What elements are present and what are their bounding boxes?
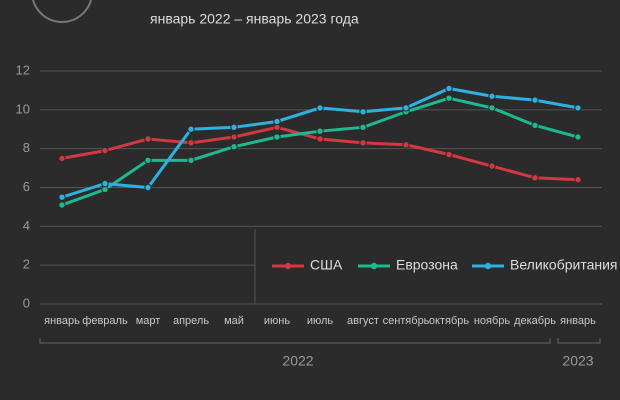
- data-point: [273, 117, 281, 126]
- data-point: [488, 104, 496, 112]
- data-point: [187, 156, 195, 165]
- data-point: [187, 139, 195, 147]
- data-point: [187, 125, 195, 133]
- logo: [32, 0, 92, 23]
- y-tick-label: 2: [23, 257, 30, 272]
- legend-box: [255, 229, 605, 303]
- year-bracket: [39, 338, 551, 344]
- data-point: [273, 133, 281, 141]
- x-tick-label: июль: [307, 315, 334, 327]
- data-point: [230, 123, 238, 132]
- legend-swatch-dot: [370, 262, 378, 270]
- legend-swatch-dot: [284, 262, 292, 270]
- data-point: [101, 179, 109, 188]
- x-tick-label: июнь: [264, 315, 290, 327]
- y-tick-label: 10: [16, 101, 30, 116]
- data-point: [488, 92, 496, 100]
- legend-label: Еврозона: [396, 257, 458, 273]
- legend-label: США: [310, 257, 343, 273]
- data-point: [316, 127, 324, 135]
- y-tick-label: 12: [16, 62, 30, 77]
- data-point: [488, 162, 496, 170]
- data-point: [402, 141, 410, 149]
- data-point: [531, 96, 539, 104]
- data-point: [531, 174, 539, 182]
- data-point: [230, 143, 238, 151]
- x-tick-label: февраль: [82, 315, 128, 327]
- x-tick-label: октябрь: [429, 315, 469, 327]
- data-point: [574, 133, 582, 141]
- x-tick-label: сентябрь: [383, 315, 430, 327]
- data-point: [359, 108, 367, 116]
- data-point: [574, 176, 582, 184]
- data-point: [58, 201, 66, 209]
- data-point: [58, 154, 66, 163]
- x-tick-label: январь: [560, 315, 596, 327]
- x-tick-label: ноябрь: [474, 315, 511, 327]
- data-point: [144, 183, 152, 192]
- data-point: [574, 104, 582, 112]
- data-point: [316, 135, 324, 143]
- y-tick-label: 0: [23, 295, 30, 310]
- x-tick-label: декабрь: [514, 315, 556, 327]
- data-point: [445, 150, 453, 159]
- data-point: [58, 193, 66, 201]
- data-point: [402, 104, 410, 112]
- x-tick-label: март: [136, 315, 161, 327]
- legend-swatch-dot: [484, 262, 492, 270]
- year-label: 2022: [282, 353, 313, 369]
- data-point: [531, 121, 539, 130]
- data-point: [359, 139, 367, 147]
- data-point: [144, 135, 152, 143]
- data-point: [316, 104, 324, 112]
- legend-label: Великобритания: [510, 257, 618, 273]
- x-tick-label: январь: [44, 315, 80, 327]
- subtitle: январь 2022 – январь 2023 года: [150, 11, 359, 27]
- x-tick-label: апрель: [173, 315, 209, 327]
- y-tick-label: 8: [23, 140, 30, 155]
- year-label: 2023: [562, 353, 593, 369]
- data-point: [445, 84, 453, 93]
- data-point: [230, 133, 238, 141]
- x-tick-label: май: [224, 315, 244, 327]
- data-point: [359, 123, 367, 132]
- data-point: [144, 156, 152, 165]
- y-tick-label: 6: [23, 179, 30, 194]
- data-point: [445, 94, 453, 102]
- year-bracket: [557, 338, 601, 344]
- data-point: [101, 146, 109, 155]
- y-tick-label: 4: [23, 218, 30, 233]
- x-tick-label: август: [347, 315, 379, 327]
